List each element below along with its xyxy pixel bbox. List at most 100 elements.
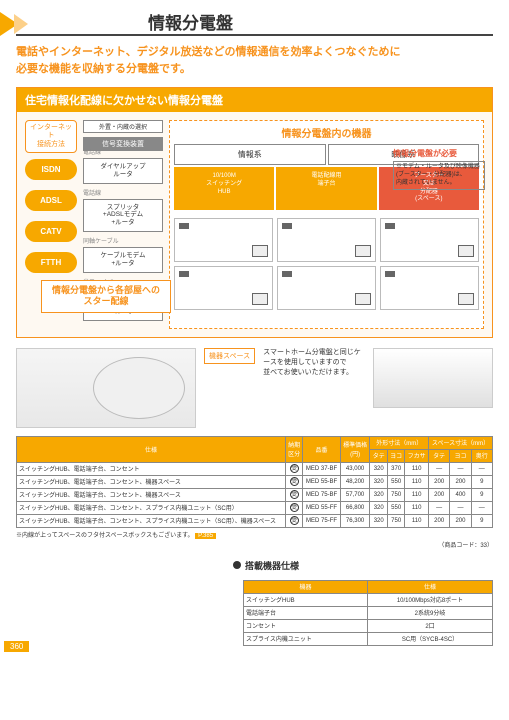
table-cell: 550 (387, 501, 404, 514)
table-cell: 110 (405, 514, 429, 527)
table-cell: 電話端子台 (244, 606, 368, 619)
table-cell: 受 (285, 462, 302, 475)
t1sh-s2: 奥行 (471, 449, 492, 462)
table-cell: — (450, 462, 471, 475)
room-1 (174, 218, 273, 262)
page-number: 360 (4, 641, 29, 652)
lead-text: 電話やインターネット、デジタル放送などの情報通信を効率よくつなぐために 必要な機… (16, 44, 493, 77)
product-note: スマートホーム分電盤と同じケースを使用していますので 並べてお使いいただけます。 (263, 348, 365, 377)
t1sh-s0: タテ (429, 449, 450, 462)
table-cell: 110 (405, 488, 429, 501)
table-cell: — (471, 462, 492, 475)
t1sh-d2: フカサ (405, 449, 429, 462)
table-row: コンセント2口 (244, 619, 493, 632)
product-space-label: 機器スペース (204, 348, 255, 364)
t1h-lead: 納期 区分 (285, 436, 302, 462)
rooms-row (174, 218, 479, 262)
bullet-icon (233, 561, 241, 569)
conv-0: ダイヤルアップ ルータ (83, 158, 163, 184)
table-row: スイッチングHUB、電話端子台、コンセント受MED 37-BF43,000320… (17, 462, 493, 475)
table-cell: 受 (285, 488, 302, 501)
table-cell: 320 (370, 488, 387, 501)
table-cell: 9 (471, 488, 492, 501)
product-image-open (16, 348, 196, 428)
table-row: スイッチングHUB、電話端子台、コンセント、スプライス内機ユニット（SC用）、機… (17, 514, 493, 527)
need-note: ※モデム・ルータ及び映像機器 (ブースター・分配器)は、 内蔵されていません。 (393, 161, 485, 190)
table-cell: 750 (387, 488, 404, 501)
room-2 (277, 218, 376, 262)
table-cell: 10/100Mbps対応8ポート (368, 593, 493, 606)
table-cell: — (429, 462, 450, 475)
table-cell: — (450, 501, 471, 514)
spec-table-2: 機器 仕様 スイッチングHUB10/100Mbps対応8ポート電話端子台2系統9… (243, 580, 493, 646)
line-2: 同軸ケーブル (83, 236, 163, 245)
table-cell: 200 (429, 514, 450, 527)
table-cell: MED 75-FF (303, 514, 340, 527)
net-pill-ftth: FTTH (25, 252, 77, 273)
table-cell: スイッチングHUB、電話端子台、コンセント、スプライス内機ユニット（SC用） (17, 501, 286, 514)
table-row: スイッチングHUB、電話端子台、コンセント、機器スペース受MED 75-BF57… (17, 488, 493, 501)
table-cell: スイッチングHUB、電話端子台、コンセント、機器スペース (17, 475, 286, 488)
t2h-1: 仕様 (368, 580, 493, 593)
conv-1: スプリッタ +ADSLモデム +ルータ (83, 199, 163, 232)
feat-hub: 10/100M スイッチング HUB (174, 167, 274, 210)
table-cell: 受 (285, 514, 302, 527)
page-title: 情報分電盤 (16, 12, 493, 36)
room-5 (277, 266, 376, 310)
select-label: 外置・内蔵の選択 (83, 120, 163, 133)
table-cell: 9 (471, 475, 492, 488)
table-cell: スイッチングHUB、電話端子台、コンセント (17, 462, 286, 475)
table-cell: — (471, 501, 492, 514)
page-ref-tag: P.385 (195, 533, 216, 539)
rooms-row-2 (174, 266, 479, 310)
spec-table-1: 仕様 納期 区分 品番 標準価格 (円) 外形寸法（mm） スペース寸法（mm）… (16, 436, 493, 528)
need-note-box: 情報分電盤が必要 ※モデム・ルータ及び映像機器 (ブースター・分配器)は、 内蔵… (393, 148, 485, 190)
diagram-panel: 住宅情報化配線に欠かせない情報分電盤 インターネット 接続方法 ISDN ADS… (16, 87, 493, 338)
table-cell: MED 55-FF (303, 501, 340, 514)
line-1: 電話線 (83, 188, 163, 197)
table-cell: 320 (370, 462, 387, 475)
main-title: 情報分電盤内の機器 (174, 125, 479, 140)
conv-2: ケーブルモデム +ルータ (83, 247, 163, 273)
table-cell: 48,200 (340, 475, 370, 488)
table-cell: 110 (405, 475, 429, 488)
table-cell: 750 (387, 514, 404, 527)
table-cell: SC用（SYCB-4SC） (368, 632, 493, 645)
t1sh-d1: ヨコ (387, 449, 404, 462)
t2h-0: 機器 (244, 580, 368, 593)
table-row: 電話端子台2系統9分岐 (244, 606, 493, 619)
table-cell: 550 (387, 475, 404, 488)
table-cell: 400 (450, 488, 471, 501)
table-cell: スイッチングHUB (244, 593, 368, 606)
table-cell: 200 (429, 475, 450, 488)
table-cell: 200 (429, 488, 450, 501)
chevron-decor-light (14, 14, 28, 34)
room-4 (174, 266, 273, 310)
net-pill-catv: CATV (25, 221, 77, 242)
table-cell: 320 (370, 475, 387, 488)
table-row: スイッチングHUB、電話端子台、コンセント、機器スペース受MED 55-BF48… (17, 475, 493, 488)
table-row: スイッチングHUB、電話端子台、コンセント、スプライス内機ユニット（SC用）受M… (17, 501, 493, 514)
star-wiring-label: 情報分電盤から各部屋への スター配線 (41, 280, 171, 313)
feat-tel: 電話配線用 端子台 (276, 167, 376, 210)
table-cell: MED 37-BF (303, 462, 340, 475)
room-6 (380, 266, 479, 310)
table-cell: 200 (450, 514, 471, 527)
table-cell: MED 75-BF (303, 488, 340, 501)
t1h-space: スペース寸法（mm） (429, 436, 493, 449)
t1h-spec: 仕様 (17, 436, 286, 462)
table-cell: 200 (450, 475, 471, 488)
table-cell: 2口 (368, 619, 493, 632)
table-cell: 76,300 (340, 514, 370, 527)
t1h-dims: 外形寸法（mm） (370, 436, 429, 449)
net-pill-isdn: ISDN (25, 159, 77, 180)
t1h-model: 品番 (303, 436, 340, 462)
products-row: 機器スペース スマートホーム分電盤と同じケースを使用していますので 並べてお使い… (16, 348, 493, 428)
table-cell: 110 (405, 501, 429, 514)
table-cell: 110 (405, 462, 429, 475)
table-cell: スプライス内機ユニット (244, 632, 368, 645)
product-image-closed (373, 348, 493, 408)
table-cell: — (429, 501, 450, 514)
t1h-price: 標準価格 (円) (340, 436, 370, 462)
table-cell: 370 (387, 462, 404, 475)
